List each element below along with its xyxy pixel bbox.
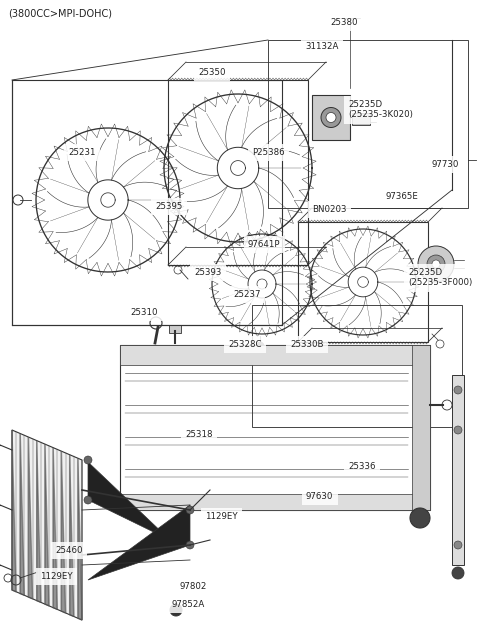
Text: BN0203: BN0203 (312, 205, 347, 214)
Circle shape (103, 195, 113, 205)
Circle shape (360, 278, 367, 286)
Bar (120, 345, 430, 510)
Circle shape (454, 386, 462, 394)
Text: 97365E: 97365E (386, 192, 419, 201)
Polygon shape (88, 462, 170, 540)
Bar (169, 325, 181, 333)
Text: 25328C: 25328C (228, 340, 262, 349)
Circle shape (259, 281, 265, 288)
Polygon shape (45, 444, 49, 606)
Circle shape (256, 342, 264, 350)
Text: 97852A: 97852A (172, 600, 205, 609)
Circle shape (84, 496, 92, 504)
Polygon shape (78, 458, 82, 620)
Circle shape (432, 260, 440, 268)
Circle shape (454, 541, 462, 549)
Text: 25395: 25395 (155, 202, 182, 211)
Circle shape (452, 567, 464, 579)
Text: 25380: 25380 (330, 18, 358, 27)
Circle shape (233, 163, 243, 173)
Text: 25235D
(25235-3K020): 25235D (25235-3K020) (348, 100, 413, 119)
Text: 25310: 25310 (130, 308, 157, 317)
Polygon shape (70, 455, 74, 617)
Text: 31132A: 31132A (305, 42, 338, 51)
Text: 25235D
(25235-3F000): 25235D (25235-3F000) (408, 268, 472, 288)
Bar (12, 80, 282, 325)
Bar (252, 305, 462, 427)
Bar (352, 113, 370, 125)
Circle shape (170, 604, 182, 616)
Circle shape (454, 426, 462, 434)
Circle shape (418, 246, 454, 282)
Polygon shape (88, 505, 190, 580)
Bar (120, 494, 430, 510)
Text: 25231: 25231 (68, 148, 96, 157)
Polygon shape (28, 437, 33, 599)
Bar (412, 345, 430, 510)
Circle shape (326, 112, 336, 123)
Text: 25336: 25336 (348, 462, 375, 471)
Text: 97630: 97630 (306, 492, 334, 501)
Bar (312, 95, 350, 140)
Text: 97802: 97802 (180, 582, 207, 591)
Circle shape (321, 107, 341, 128)
Text: 1129EY: 1129EY (40, 572, 72, 581)
Bar (298, 222, 428, 342)
Text: P25386: P25386 (252, 148, 285, 157)
Text: 25393: 25393 (194, 268, 221, 277)
Text: 25350: 25350 (198, 68, 226, 77)
Bar (120, 345, 430, 365)
Text: 25237: 25237 (233, 290, 261, 299)
Text: 1129EY: 1129EY (205, 512, 238, 521)
Polygon shape (36, 441, 41, 603)
Text: 25318: 25318 (185, 430, 213, 439)
Text: (3800CC>MPI-DOHC): (3800CC>MPI-DOHC) (8, 8, 112, 18)
Text: 97641P: 97641P (248, 240, 280, 249)
Polygon shape (61, 451, 66, 613)
Text: 25460: 25460 (55, 546, 83, 555)
Circle shape (84, 456, 92, 464)
Bar (268, 40, 468, 208)
Bar (168, 80, 308, 265)
Circle shape (410, 508, 430, 528)
Circle shape (427, 255, 445, 273)
Polygon shape (12, 430, 82, 620)
Bar (452, 375, 464, 565)
Polygon shape (20, 434, 24, 595)
Polygon shape (12, 430, 16, 592)
Circle shape (186, 541, 194, 549)
Text: 25330B: 25330B (290, 340, 324, 349)
Polygon shape (53, 448, 57, 610)
Text: 97730: 97730 (432, 160, 459, 169)
Circle shape (186, 506, 194, 514)
